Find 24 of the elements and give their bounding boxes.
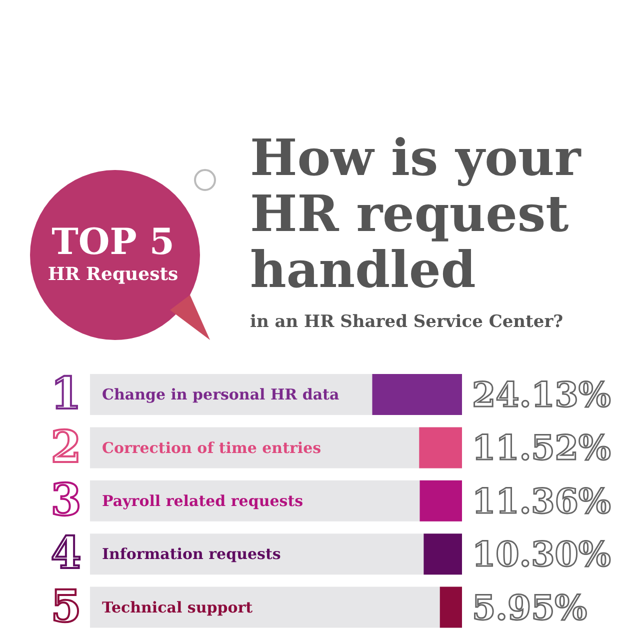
- bar: [372, 374, 462, 415]
- text: 4: [50, 528, 82, 580]
- y-tick-label: Technical support: [102, 598, 253, 616]
- data-label: 5.95%: [472, 588, 588, 628]
- bar: [419, 427, 462, 468]
- text: 2: [50, 422, 82, 473]
- text: TOP 5: [50, 221, 176, 263]
- bar: [420, 480, 462, 522]
- bar: [440, 586, 462, 628]
- y-tick-label: Information requests: [102, 545, 281, 564]
- y-tick-label: Correction of time entries: [102, 438, 322, 457]
- y-tick-label: Change in personal HR data: [102, 386, 340, 404]
- data-label: 24.13%: [472, 376, 611, 416]
- chart-subtitle: in an HR Shared Service Center?: [250, 312, 564, 332]
- data-label: 10.30%: [472, 535, 611, 576]
- chart-title: How is your HR request handled: [250, 128, 582, 299]
- bar: [424, 534, 462, 575]
- y-tick-label: Payroll related requests: [102, 492, 304, 510]
- text: 3: [50, 475, 82, 526]
- text: 5: [50, 581, 82, 632]
- data-label: 11.52%: [472, 428, 611, 469]
- data-label: 11.36%: [472, 482, 611, 522]
- text: 1: [50, 368, 82, 420]
- text: HR Requests: [46, 263, 180, 287]
